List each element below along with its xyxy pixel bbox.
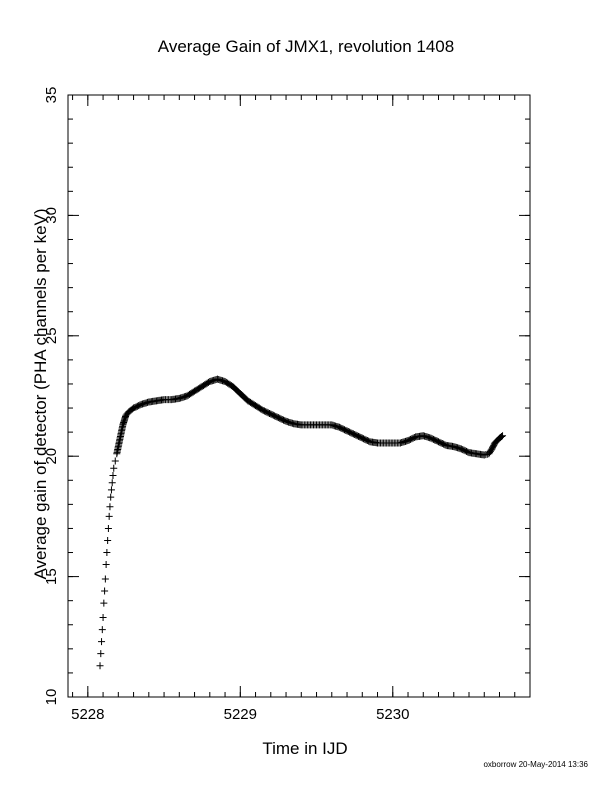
data-point [109, 471, 117, 479]
plot-frame [67, 94, 531, 698]
data-point [106, 503, 114, 511]
y-tick-label: 15 [43, 568, 60, 585]
data-point [111, 457, 119, 465]
x-tick-label: 5230 [376, 706, 409, 723]
data-point [99, 614, 107, 622]
data-point [101, 587, 109, 595]
y-tick-label: 35 [43, 87, 60, 104]
x-axis-label: Time in IJD [262, 739, 348, 758]
data-point [103, 549, 111, 557]
x-tick-label: 5229 [224, 706, 257, 723]
data-point [102, 561, 110, 569]
data-point [104, 524, 112, 532]
data-point [100, 599, 108, 607]
data-point [98, 638, 106, 646]
plot-area: 5228 5229 5230 10 15 20 25 30 35 [43, 87, 531, 723]
y-axis-label: Average gain of detector (PHA channels p… [31, 208, 50, 580]
data-point [110, 464, 118, 472]
data-point [98, 626, 106, 634]
x-tick-label: 5228 [71, 706, 104, 723]
data-point [96, 662, 104, 670]
data-point [105, 512, 113, 520]
y-tick-label: 20 [43, 448, 60, 465]
data-point [97, 650, 105, 658]
y-tick-label: 30 [43, 207, 60, 224]
data-point [104, 536, 112, 544]
y-tick-label: 25 [43, 327, 60, 344]
data-point [498, 433, 506, 441]
data-point [107, 493, 115, 501]
data-point [499, 432, 507, 440]
data-point [107, 486, 115, 494]
chart-title: Average Gain of JMX1, revolution 1408 [157, 37, 455, 56]
data-point [101, 575, 109, 583]
data-point [108, 479, 116, 487]
y-tick-label: 10 [43, 689, 60, 706]
footer-stamp: oxborrow 20-May-2014 13:36 [483, 760, 588, 769]
